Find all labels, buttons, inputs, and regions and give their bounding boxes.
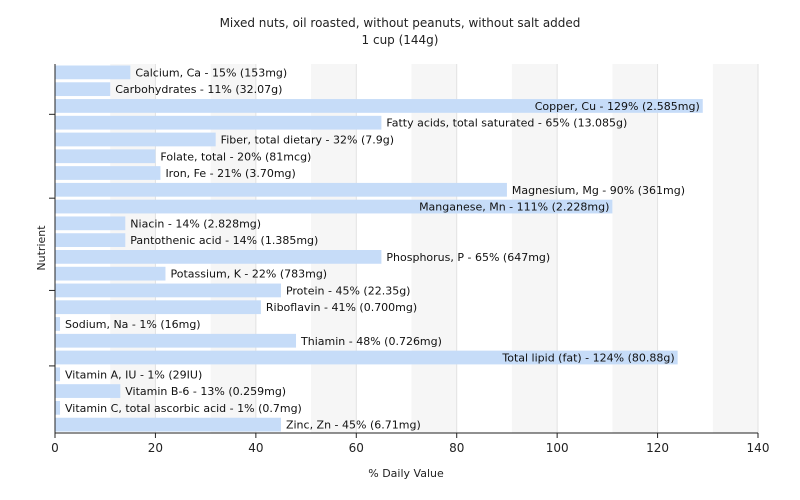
axes-group: 0 20 40 60 80 100 120 140	[49, 64, 769, 455]
bar	[55, 283, 281, 298]
bar-label: Copper, Cu - 129% (2.585mg)	[535, 100, 700, 113]
bar	[55, 132, 216, 147]
bar-label: Total lipid (fat) - 124% (80.88g)	[501, 352, 674, 365]
bar	[55, 199, 613, 214]
bar-labels-group: Calcium, Ca - 15% (153mg) Carbohydrates -…	[65, 66, 700, 431]
chart-title: Mixed nuts, oil roasted, without peanuts…	[220, 16, 581, 30]
bars-group	[55, 65, 703, 432]
x-tick-label: 80	[449, 441, 464, 455]
bar-label: Potassium, K - 22% (783mg)	[170, 268, 327, 281]
bar-label: Sodium, Na - 1% (16mg)	[65, 318, 201, 331]
plot-band	[411, 64, 457, 433]
bar	[55, 115, 382, 130]
bar-label: Folate, total - 20% (81mcg)	[160, 150, 311, 163]
x-tick-label: 120	[646, 441, 669, 455]
x-tick-label: 0	[51, 441, 59, 455]
bar	[55, 350, 678, 365]
bar-label: Carbohydrates - 11% (32.07g)	[115, 83, 282, 96]
bar	[55, 317, 61, 331]
x-tick-label: 60	[349, 441, 364, 455]
bar-label: Niacin - 14% (2.828mg)	[130, 217, 261, 230]
x-tick-label: 20	[148, 441, 163, 455]
bar	[55, 250, 382, 264]
bar	[55, 333, 297, 348]
bar	[55, 367, 61, 382]
bar-label: Zinc, Zn - 45% (6.71mg)	[286, 419, 421, 432]
bar-label: Fiber, total dietary - 32% (7.9g)	[221, 133, 394, 146]
bar-label: Thiamin - 48% (0.726mg)	[300, 335, 442, 348]
bar	[55, 417, 281, 432]
bar-label: Calcium, Ca - 15% (153mg)	[135, 66, 287, 79]
x-tick-label: 40	[248, 441, 263, 455]
bar-label: Vitamin C, total ascorbic acid - 1% (0.7…	[65, 402, 302, 415]
bar	[55, 99, 703, 113]
bar	[55, 400, 61, 415]
bar	[55, 216, 126, 231]
x-axis-label: % Daily Value	[368, 467, 444, 480]
bar	[55, 82, 111, 97]
bar	[55, 266, 166, 281]
bar	[55, 65, 131, 80]
bar	[55, 166, 161, 180]
bar-label: Iron, Fe - 21% (3.70mg)	[165, 167, 295, 180]
plot-band	[712, 64, 758, 433]
chart-subtitle: 1 cup (144g)	[362, 33, 439, 47]
bar	[55, 300, 261, 315]
bar	[55, 384, 121, 398]
bar-label: Phosphorus, P - 65% (647mg)	[386, 251, 550, 264]
bar-label: Vitamin B-6 - 13% (0.259mg)	[125, 385, 286, 398]
x-tick-label: 140	[747, 441, 770, 455]
bar	[55, 149, 156, 164]
bar	[55, 182, 507, 197]
bar-label: Magnesium, Mg - 90% (361mg)	[512, 184, 685, 197]
x-tick-label: 100	[546, 441, 569, 455]
bar	[55, 233, 126, 247]
y-axis-label: Nutrient	[35, 225, 48, 271]
plot-band	[612, 64, 658, 433]
bar-label: Pantothenic acid - 14% (1.385mg)	[130, 234, 318, 247]
bar-label: Protein - 45% (22.35g)	[286, 284, 411, 297]
bar-label: Fatty acids, total saturated - 65% (13.0…	[386, 117, 627, 130]
plot-band	[511, 64, 558, 433]
bar-label: Riboflavin - 41% (0.700mg)	[266, 301, 417, 314]
bar-label: Manganese, Mn - 111% (2.228mg)	[419, 201, 609, 214]
bar-label: Vitamin A, IU - 1% (29IU)	[65, 368, 202, 381]
